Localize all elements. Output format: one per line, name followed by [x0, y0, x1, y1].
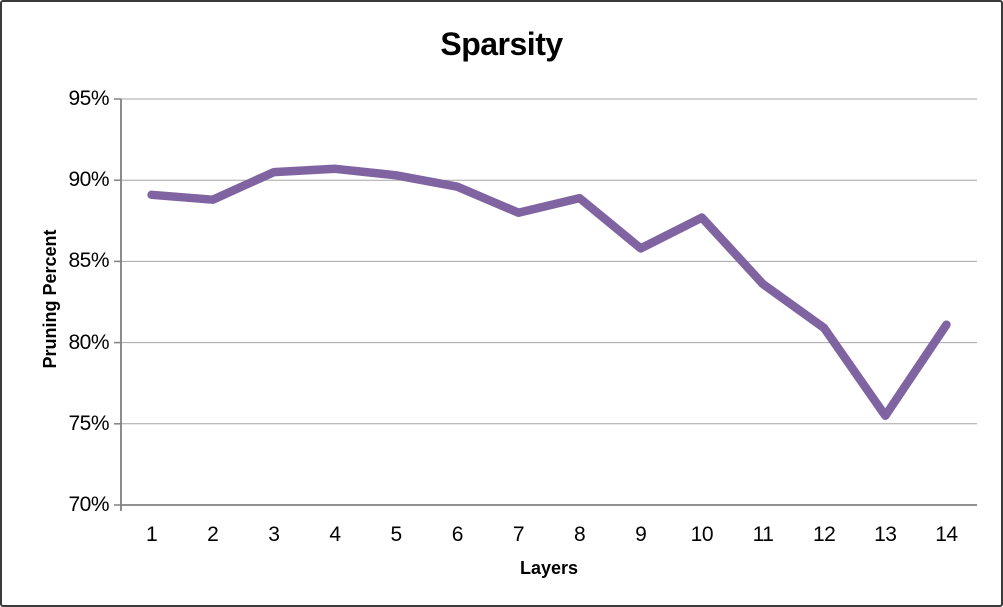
x-tick-label: 12: [812, 523, 836, 546]
y-tick-label: 80%: [68, 330, 109, 354]
x-axis-title: Layers: [519, 558, 579, 578]
x-tick-label: 5: [390, 523, 403, 546]
y-tick-label: 70%: [68, 493, 109, 516]
x-tick-label: 14: [935, 523, 958, 546]
series-line: [147, 164, 951, 420]
x-tick-label: 9: [635, 523, 647, 546]
x-tick-label: 3: [268, 523, 280, 546]
chart-title: Sparsity: [440, 26, 563, 62]
y-tick-label: 95%: [68, 87, 109, 110]
x-tick-label: 1: [145, 523, 158, 546]
y-tick-label: 90%: [68, 168, 109, 192]
x-tick-label: 7: [512, 523, 525, 546]
y-tick-label: 75%: [68, 411, 109, 435]
x-tick-label: 4: [329, 523, 341, 546]
x-tick-label: 8: [573, 523, 586, 546]
x-tick-label: 2: [207, 523, 219, 546]
x-tick-label: 6: [451, 523, 464, 546]
x-tick-label: 10: [690, 523, 714, 546]
x-tick-label: 13: [874, 523, 897, 546]
x-tick-label: 11: [752, 523, 774, 546]
y-tick-label: 85%: [68, 249, 109, 273]
